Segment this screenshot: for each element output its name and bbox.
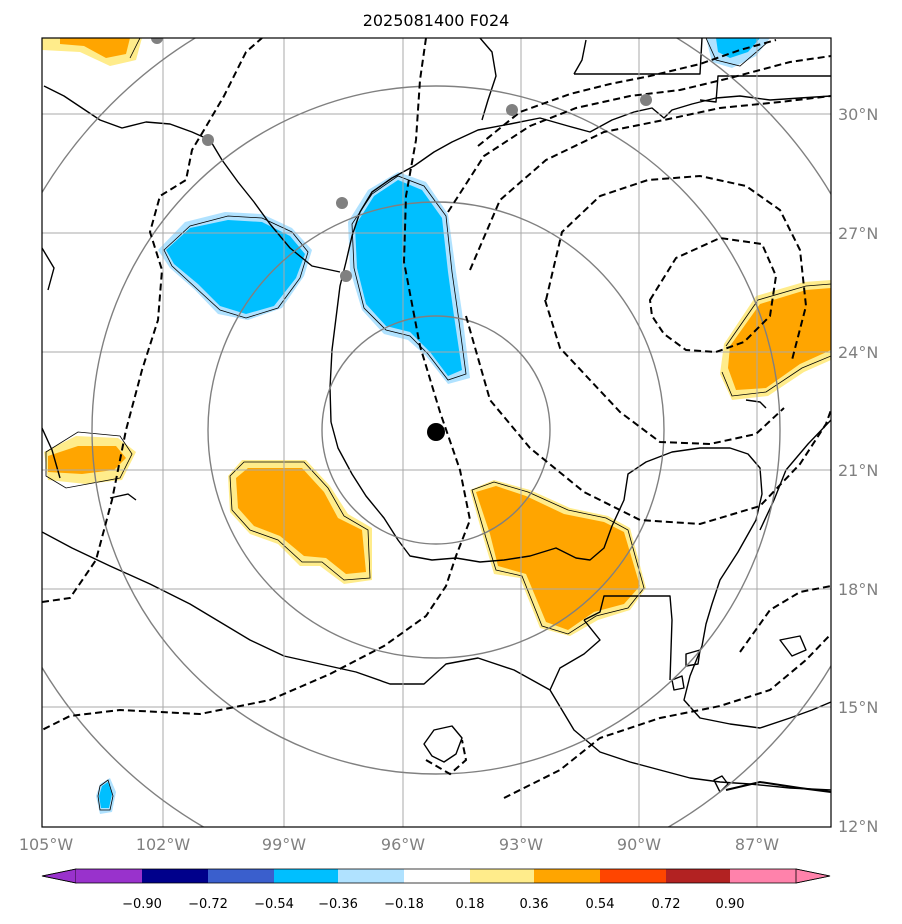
- colorbar-extend-high: [795, 868, 831, 884]
- colorbar-tick-label: 0.36: [520, 897, 549, 912]
- lon-axis: 105°W 102°W 99°W 96°W 93°W 90°W 87°W: [19, 835, 779, 854]
- colorbar-segment: [600, 869, 666, 883]
- lat-axis: 30°N 27°N 24°N 21°N 18°N 15°N 12°N: [838, 105, 878, 836]
- colorbar-segment: [338, 869, 404, 883]
- lat-tick-label: 24°N: [838, 343, 878, 362]
- lon-tick-label: 90°W: [617, 835, 661, 854]
- colorbar-segment: [274, 869, 338, 883]
- station-marker: [640, 94, 652, 106]
- station-marker: [151, 38, 163, 44]
- coastline-bold: [725, 780, 831, 793]
- anomaly-fills: [42, 38, 831, 814]
- lat-tick-label: 15°N: [838, 698, 878, 717]
- colorbar-segment: [534, 869, 600, 883]
- colorbar-segment: [208, 869, 274, 883]
- colorbar-extend-low: [41, 868, 77, 884]
- range-ring: [321, 315, 551, 545]
- range-rings: [42, 38, 831, 827]
- negative-fill: [716, 38, 760, 58]
- negative-fill: [355, 180, 462, 376]
- range-ring: [42, 38, 831, 827]
- negative-fill: [99, 782, 112, 808]
- colorbar-tick-label: −0.90: [122, 897, 162, 912]
- colorbar-segment: [730, 869, 796, 883]
- lon-tick-label: 105°W: [19, 835, 74, 854]
- colorbar-segment: [404, 869, 470, 883]
- dashed-contours: [42, 38, 831, 799]
- lat-tick-label: 27°N: [838, 224, 878, 243]
- colorbar-tick-label: −0.36: [318, 897, 358, 912]
- negative-fill: [166, 220, 305, 314]
- station-marker: [202, 134, 214, 146]
- range-ring: [91, 85, 781, 775]
- storm-center-marker: [427, 423, 445, 441]
- colorbar-tick-label: 0.54: [586, 897, 615, 912]
- positive-fill: [48, 446, 126, 474]
- colorbar-tick-label: 0.18: [456, 897, 485, 912]
- colorbar-outline: [41, 868, 831, 884]
- lon-tick-label: 93°W: [499, 835, 543, 854]
- positive-fill: [60, 38, 130, 58]
- colorbar-tick-label: 0.90: [716, 897, 745, 912]
- station-marker: [340, 270, 352, 282]
- map-frame: [41, 37, 832, 828]
- station-marker: [506, 104, 518, 116]
- lon-tick-label: 102°W: [136, 835, 191, 854]
- lat-tick-label: 21°N: [838, 461, 878, 480]
- map-title: 2025081400 F024: [363, 11, 510, 30]
- coastlines: [42, 38, 831, 793]
- lon-tick-label: 99°W: [262, 835, 306, 854]
- station-markers: [151, 38, 652, 282]
- colorbar-tick-label: −0.54: [254, 897, 294, 912]
- colorbar: −0.90 −0.72 −0.54 −0.36 −0.18 0.18 0.36 …: [41, 868, 831, 912]
- colorbar-tick-label: −0.72: [188, 897, 228, 912]
- lat-tick-label: 18°N: [838, 580, 878, 599]
- positive-fill: [236, 468, 366, 574]
- range-ring: [207, 201, 665, 659]
- colorbar-segment: [76, 869, 142, 883]
- colorbar-segment: [470, 869, 534, 883]
- station-marker: [336, 197, 348, 209]
- colorbar-tick-label: 0.72: [652, 897, 681, 912]
- lat-tick-label: 30°N: [838, 105, 878, 124]
- colorbar-segment: [142, 869, 208, 883]
- colorbar-tick-label: −0.18: [384, 897, 424, 912]
- positive-fill: [476, 486, 640, 630]
- lat-tick-label: 12°N: [838, 817, 878, 836]
- positive-fill: [728, 288, 831, 390]
- lon-tick-label: 87°W: [735, 835, 779, 854]
- colorbar-segment: [666, 869, 730, 883]
- thin-contours: [44, 38, 831, 811]
- lon-tick-label: 96°W: [381, 835, 425, 854]
